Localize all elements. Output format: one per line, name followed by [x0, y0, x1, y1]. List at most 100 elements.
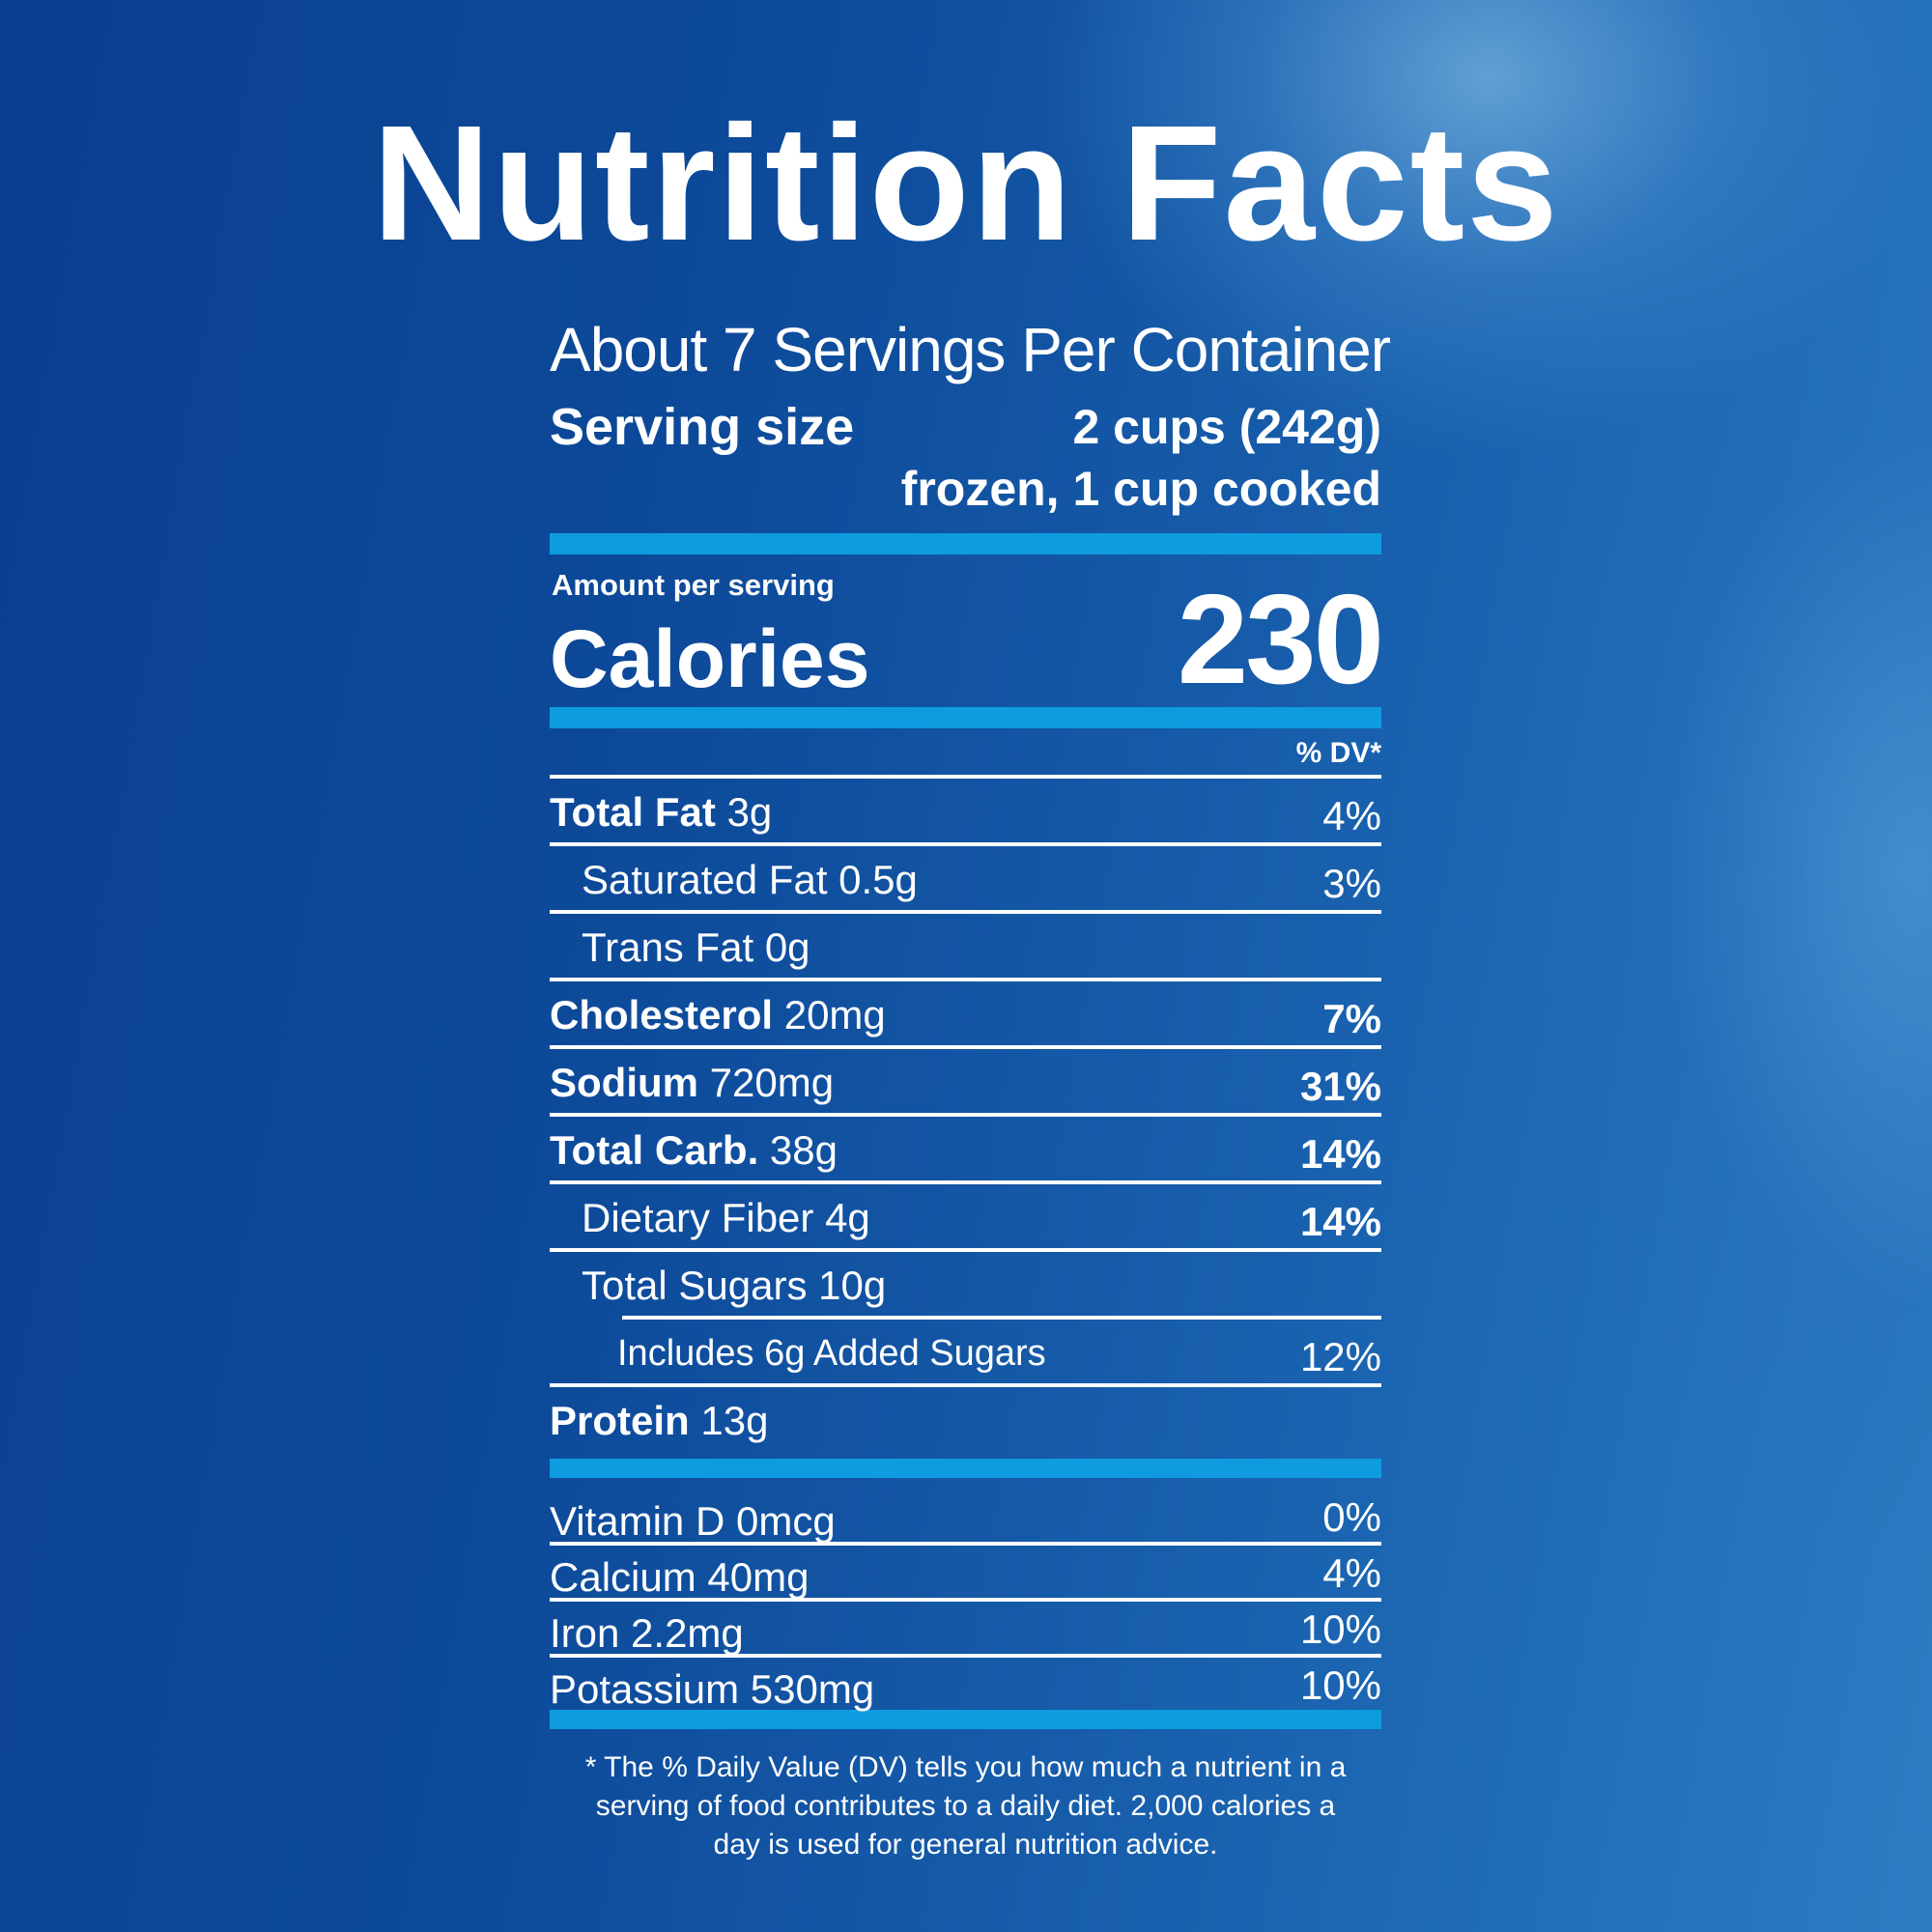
- divider: [550, 1383, 1381, 1387]
- nutrient-label: Includes 6g Added Sugars: [617, 1329, 1046, 1378]
- nutrient-name: Total Fat: [550, 789, 716, 835]
- vitamin-row-potassium: Potassium 530mg 10%: [550, 1658, 1381, 1712]
- vitamin-amount: 2.2mg: [631, 1610, 744, 1656]
- divider: [550, 1542, 1381, 1546]
- divider: [550, 1045, 1381, 1049]
- nutrient-label: Protein 13g: [550, 1397, 768, 1445]
- calories-value: 230: [1177, 568, 1384, 710]
- dv-header: % DV*: [1295, 737, 1381, 769]
- calories-block: Amount per serving Calories 230: [550, 554, 1384, 710]
- vitamin-name: Potassium: [550, 1666, 740, 1712]
- nutrient-row-saturated-fat: Saturated Fat 0.5g 3%: [550, 846, 1381, 910]
- nutrient-row-trans-fat: Trans Fat 0g: [550, 914, 1381, 978]
- servings-per-container: About 7 Servings Per Container: [550, 315, 1391, 384]
- nutrient-name: Total Sugars: [582, 1263, 808, 1308]
- nutrient-label: Sodium 720mg: [550, 1059, 834, 1107]
- nutrient-row-protein: Protein 13g: [550, 1387, 1381, 1459]
- dv-footnote: * The % Daily Value (DV) tells you how m…: [584, 1751, 1347, 1861]
- nutrient-dv-value: 7%: [1322, 996, 1381, 1041]
- nutrient-dv: 14%: [1300, 1198, 1381, 1246]
- nutrient-dv: 4%: [1322, 793, 1381, 838]
- vitamin-label: Potassium 530mg: [550, 1665, 874, 1714]
- nutrient-label: Cholesterol 20mg: [550, 991, 886, 1039]
- divider: [550, 910, 1381, 914]
- divider: [550, 1113, 1381, 1117]
- nutrient-dv: 3%: [1322, 861, 1381, 906]
- vitamin-name: Iron: [550, 1610, 620, 1656]
- vitamin-amount: 40mg: [707, 1554, 810, 1600]
- thick-divider: [550, 1459, 1381, 1478]
- divider: [550, 1598, 1381, 1602]
- dv-header-row: % DV*: [550, 728, 1381, 775]
- serving-size-row: Serving size 2 cups (242g) frozen, 1 cup…: [550, 388, 1381, 533]
- nutrient-amount: 20mg: [783, 992, 886, 1037]
- nutrient-dv: 31%: [1300, 1063, 1381, 1111]
- nutrient-row-added-sugars: Includes 6g Added Sugars 12%: [550, 1320, 1381, 1383]
- nutrient-amount: 720mg: [709, 1060, 835, 1105]
- nutrient-row-total-sugars: Total Sugars 10g: [550, 1252, 1381, 1316]
- divider: [550, 1248, 1381, 1252]
- serving-size-value: 2 cups (242g) frozen, 1 cup cooked: [901, 396, 1381, 520]
- nutrient-name: Trans Fat: [582, 924, 754, 970]
- nutrient-dv-value: 14%: [1299, 1199, 1381, 1244]
- serving-size-label: Serving size: [550, 398, 855, 456]
- nutrient-amount: 4g: [825, 1195, 870, 1240]
- thick-divider: [550, 533, 1381, 554]
- vitamin-label: Vitamin D 0mcg: [550, 1497, 836, 1546]
- calories-label: Calories: [550, 613, 870, 704]
- serving-size-value-line2: frozen, 1 cup cooked: [900, 462, 1381, 516]
- nutrient-amount: 3g: [726, 789, 773, 835]
- nutrient-name: Protein: [550, 1398, 690, 1443]
- vitamin-label: Calcium 40mg: [550, 1553, 809, 1602]
- thick-divider: [550, 1710, 1381, 1729]
- serving-size-value-line1: 2 cups (242g): [1072, 400, 1381, 454]
- vitamin-amount: 0mcg: [735, 1498, 836, 1544]
- thick-divider: [550, 707, 1381, 728]
- nutrient-row-total-fat: Total Fat 3g 4%: [550, 779, 1381, 842]
- nutrient-amount: 38g: [769, 1127, 838, 1173]
- vitamin-row-calcium: Calcium 40mg 4%: [550, 1546, 1381, 1600]
- nutrient-row-cholesterol: Cholesterol 20mg 7%: [550, 981, 1381, 1045]
- nutrient-dv: 14%: [1300, 1130, 1381, 1179]
- divider: [550, 842, 1381, 846]
- nutrition-label: About 7 Servings Per Container Serving s…: [550, 311, 1391, 1864]
- vitamin-dv: 10%: [1299, 1662, 1381, 1708]
- nutrient-name: Saturated Fat: [582, 857, 828, 902]
- vitamin-row-vitamin-d: Vitamin D 0mcg 0%: [550, 1490, 1381, 1544]
- nutrient-amount: 13g: [700, 1398, 769, 1443]
- vitamin-label: Iron 2.2mg: [550, 1609, 744, 1658]
- divider: [550, 775, 1381, 779]
- page-title: Nutrition Facts: [372, 92, 1560, 275]
- nutrient-label: Saturated Fat 0.5g: [582, 856, 918, 904]
- nutrient-amount: 10g: [818, 1263, 887, 1308]
- nutrient-dv: 7%: [1322, 995, 1381, 1043]
- nutrient-amount: 0g: [764, 924, 810, 970]
- nutrient-row-total-carb: Total Carb. 38g 14%: [550, 1117, 1381, 1180]
- nutrient-row-sodium: Sodium 720mg 31%: [550, 1049, 1381, 1113]
- amount-per-serving-label: Amount per serving: [552, 568, 835, 602]
- nutrient-name: Total Carb.: [550, 1127, 759, 1173]
- nutrient-amount: 0.5g: [838, 857, 918, 902]
- vitamin-dv: 0%: [1322, 1494, 1381, 1540]
- divider: [550, 1180, 1381, 1184]
- nutrient-row-dietary-fiber: Dietary Fiber 4g 14%: [550, 1184, 1381, 1248]
- nutrient-dv-value: 31%: [1299, 1064, 1381, 1109]
- nutrient-label: Total Sugars 10g: [582, 1262, 886, 1310]
- indented-divider: [622, 1316, 1381, 1320]
- vitamin-name: Vitamin D: [550, 1498, 725, 1544]
- nutrient-dv: 12%: [1299, 1334, 1381, 1379]
- nutrient-name: Cholesterol: [550, 992, 774, 1037]
- nutrient-name: Dietary Fiber: [582, 1195, 814, 1240]
- divider: [550, 978, 1381, 981]
- nutrient-name: Sodium: [550, 1060, 698, 1105]
- vitamin-name: Calcium: [550, 1554, 696, 1600]
- nutrient-label: Total Fat 3g: [550, 788, 772, 837]
- vitamin-row-iron: Iron 2.2mg 10%: [550, 1602, 1381, 1656]
- vitamin-amount: 530mg: [750, 1666, 875, 1712]
- nutrient-name: Includes 6g Added Sugars: [617, 1333, 1046, 1374]
- divider: [550, 1654, 1381, 1658]
- vitamin-dv: 4%: [1322, 1550, 1381, 1596]
- nutrient-dv-value: 14%: [1299, 1131, 1381, 1177]
- nutrient-label: Total Carb. 38g: [550, 1126, 838, 1175]
- vitamin-dv: 10%: [1299, 1606, 1381, 1652]
